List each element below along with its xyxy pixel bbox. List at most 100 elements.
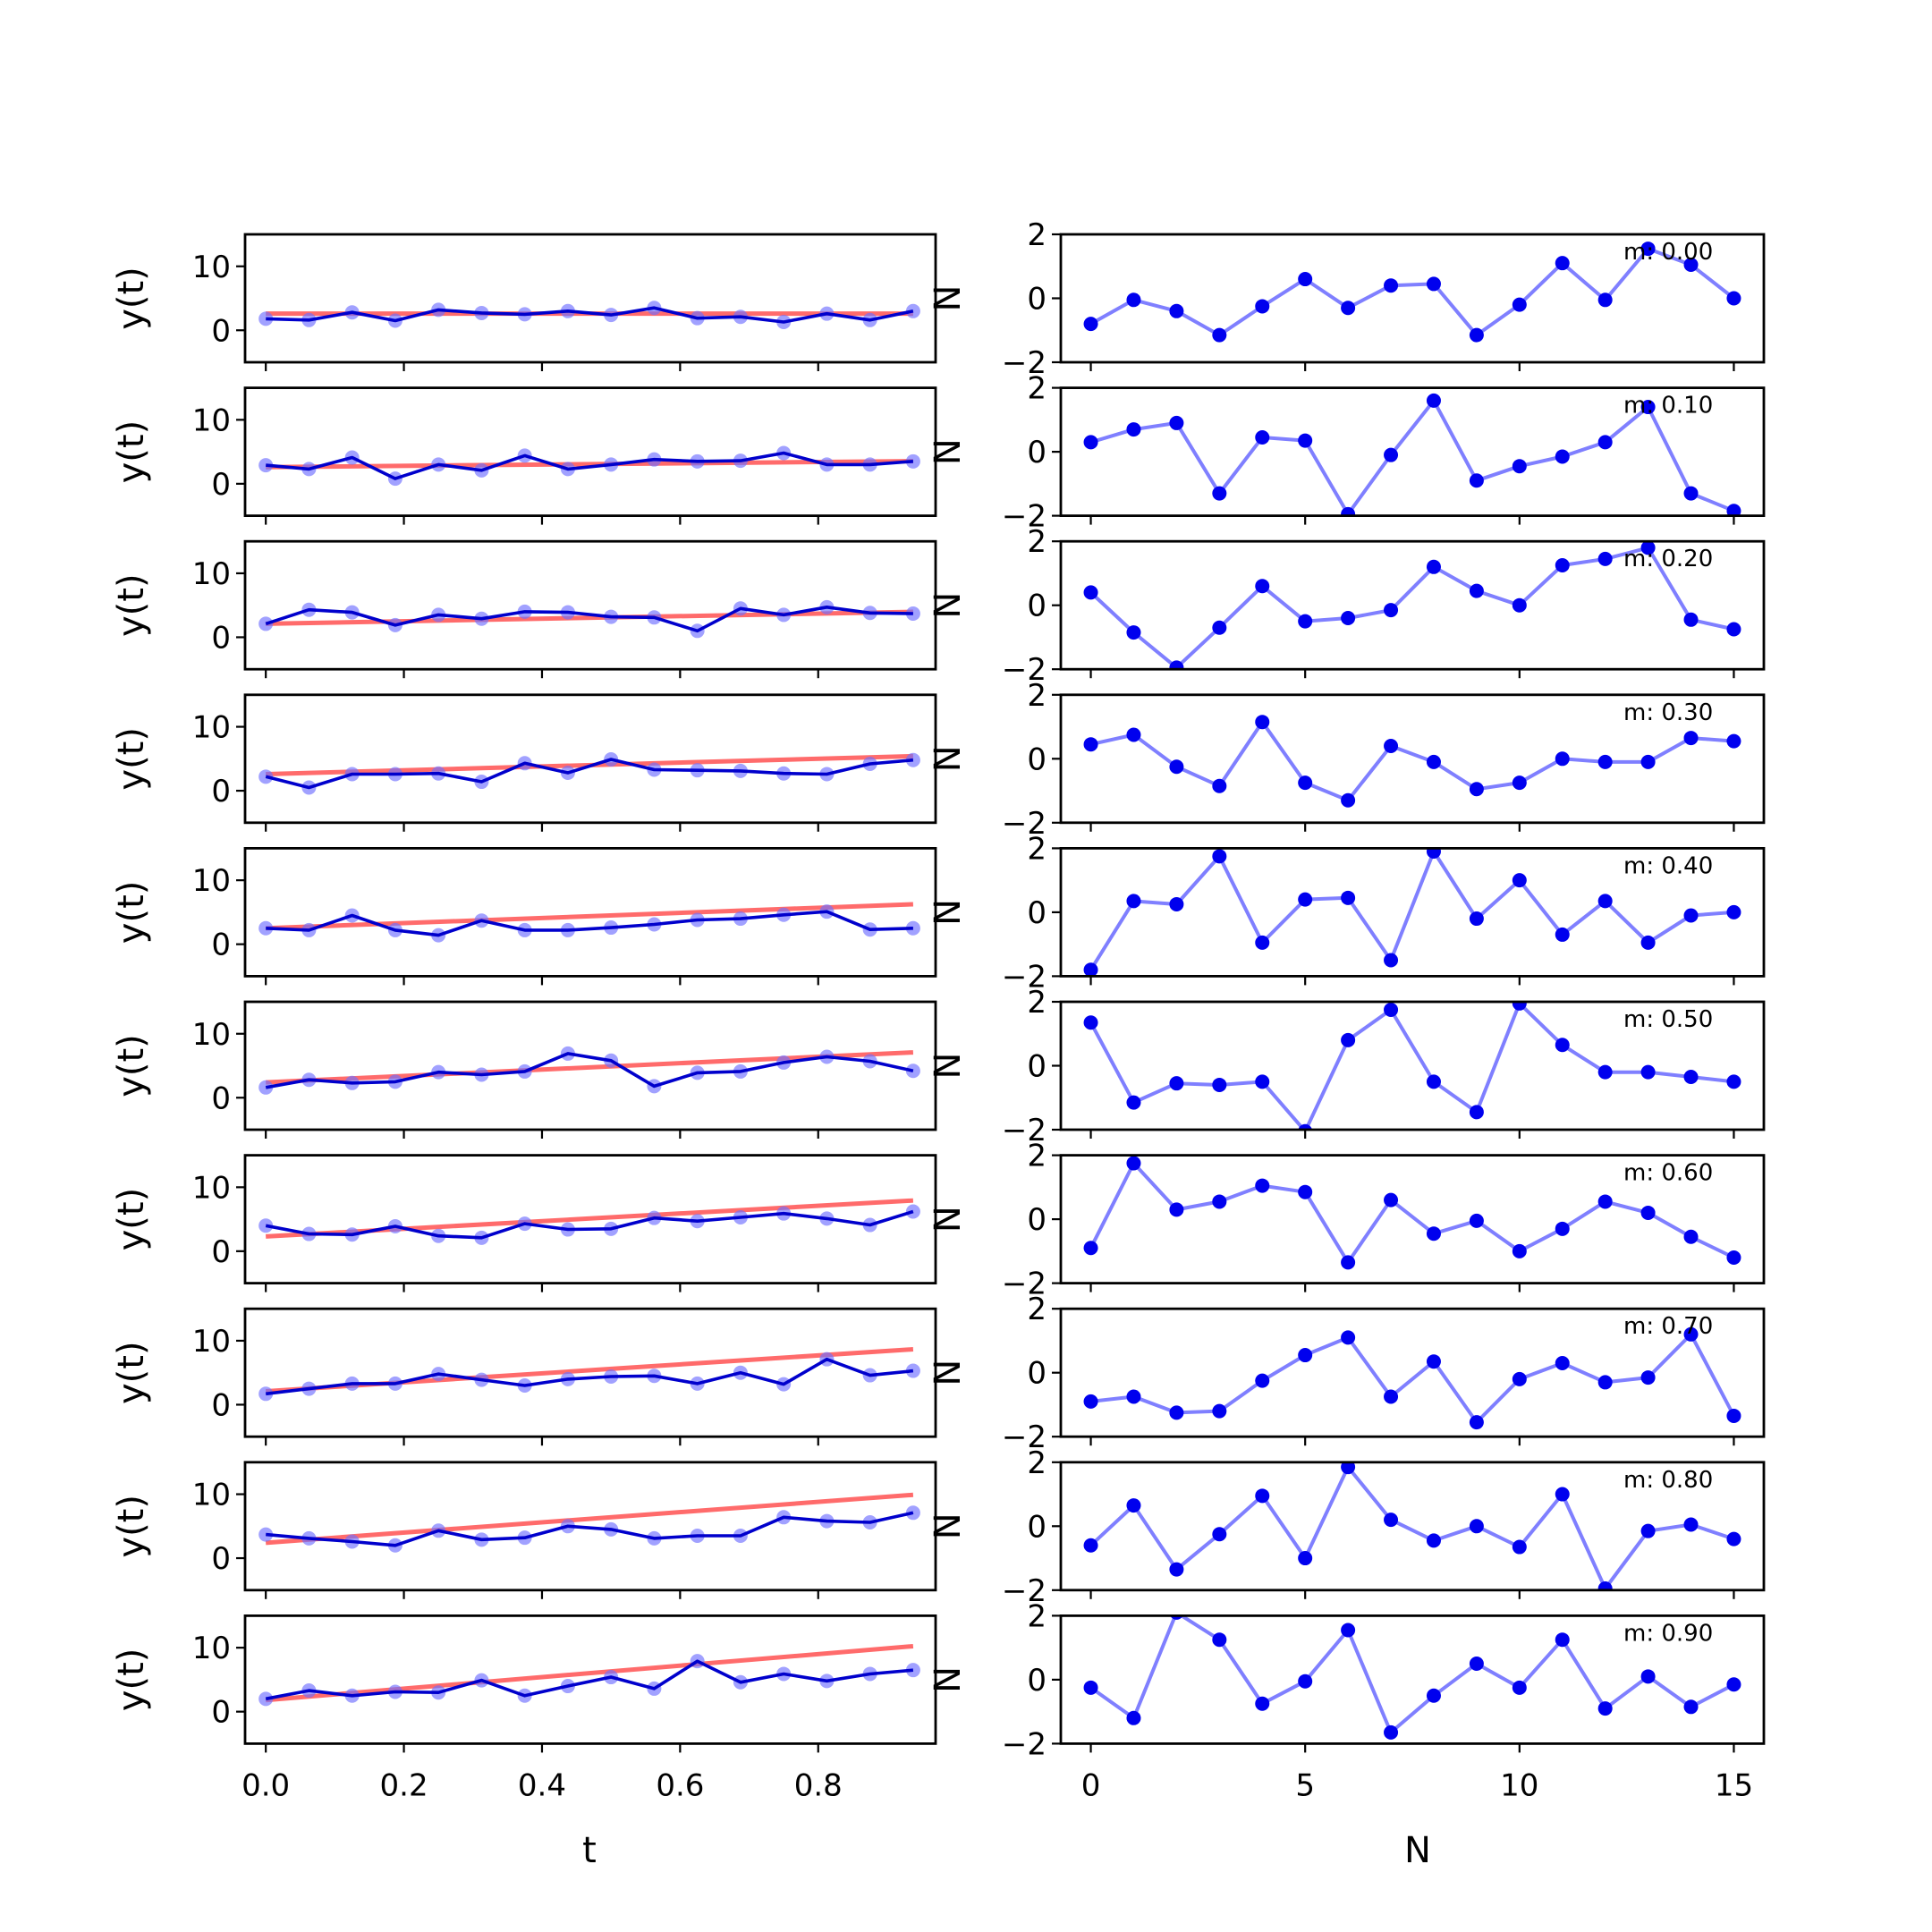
noise-point-7-1 [1126, 1389, 1141, 1404]
noise-point-0-6 [1341, 301, 1356, 316]
left-ytick-label-4-1: 10 [192, 863, 231, 899]
left-ytick-label-2-1: 10 [192, 556, 231, 592]
noise-point-0-5 [1298, 272, 1313, 287]
noise-point-9-0 [1083, 1680, 1098, 1695]
noise-point-9-4 [1255, 1696, 1270, 1711]
noise-line-7 [1090, 1332, 1736, 1425]
side-glyph-9: N [928, 1666, 969, 1693]
slope-annotation-0: m: 0.00 [1623, 239, 1713, 266]
row-7: 0 10 y(t) N 2 0 −2 m: 0.70 [111, 1292, 1766, 1455]
right-panel-8: 2 0 −2 m: 0.80 [1002, 1445, 1766, 1609]
data-line-8 [266, 1511, 914, 1547]
noise-point-0-8 [1426, 276, 1441, 292]
noise-point-1-0 [1083, 435, 1098, 450]
noise-point-3-13 [1640, 754, 1656, 769]
noise-point-0-1 [1126, 292, 1141, 308]
noise-point-7-9 [1469, 1415, 1484, 1430]
right-plot-area-2 [1083, 541, 1741, 670]
noise-point-4-2 [1169, 896, 1184, 911]
noise-point-3-0 [1083, 737, 1098, 752]
right-xtick-label-3: 15 [1715, 1767, 1753, 1803]
side-glyph-7: N [928, 1360, 969, 1386]
noise-point-9-5 [1298, 1674, 1313, 1689]
noise-point-8-15 [1726, 1531, 1741, 1546]
data-point-6-0 [258, 1218, 274, 1233]
noise-point-8-9 [1469, 1519, 1484, 1534]
noise-point-6-5 [1298, 1184, 1313, 1199]
side-glyph-1: N [928, 438, 969, 465]
right-ytick-label-3-2: −2 [1002, 806, 1046, 842]
fit-line-1 [266, 459, 913, 470]
data-point-5-15 [905, 1063, 920, 1079]
data-point-4-15 [905, 920, 920, 936]
noise-point-7-11 [1555, 1355, 1570, 1370]
data-point-1-0 [258, 458, 274, 473]
right-frame-7 [1059, 1307, 1766, 1438]
noise-point-1-13 [1640, 400, 1656, 415]
noise-line-4 [1089, 850, 1734, 971]
noise-point-9-6 [1341, 1623, 1356, 1638]
data-line-2 [265, 605, 913, 633]
noise-point-5-1 [1126, 1095, 1141, 1110]
right-plot-area-7 [1083, 1326, 1741, 1430]
noise-point-2-0 [1083, 585, 1098, 600]
noise-point-2-11 [1555, 558, 1570, 573]
noise-point-8-12 [1597, 1581, 1613, 1590]
right-ytick-label-5-0: 2 [1027, 985, 1046, 1021]
left-frame-9 [243, 1614, 937, 1745]
right-frame-0 [1059, 233, 1766, 364]
noise-point-7-5 [1298, 1348, 1313, 1363]
slope-annotation-3: m: 0.30 [1623, 699, 1713, 726]
noise-point-1-6 [1341, 506, 1356, 516]
noise-point-8-7 [1384, 1513, 1399, 1528]
noise-point-2-3 [1212, 620, 1227, 635]
right-ytick-label-9-2: −2 [1002, 1726, 1046, 1762]
right-frame-8 [1059, 1461, 1766, 1592]
right-ytick-label-4-0: 2 [1027, 831, 1046, 867]
right-frame-9 [1059, 1614, 1766, 1745]
row-4: 0 10 y(t) N 2 0 −2 m: 0.40 [111, 831, 1766, 995]
noise-point-7-4 [1255, 1373, 1270, 1388]
right-x-axis-label: N [1404, 1830, 1431, 1871]
right-ytick-label-4-1: 0 [1027, 895, 1046, 931]
slope-annotation-5: m: 0.50 [1623, 1006, 1713, 1033]
right-plot-area-8 [1083, 1462, 1741, 1590]
right-panel-2: 2 0 −2 m: 0.20 [1002, 524, 1766, 688]
left-panel-1: 0 10 y(t) N [111, 386, 969, 525]
slope-annotation-9: m: 0.90 [1623, 1620, 1713, 1647]
data-point-7-0 [258, 1386, 274, 1402]
side-glyph-5: N [928, 1053, 969, 1080]
noise-point-8-0 [1083, 1538, 1098, 1553]
right-ytick-label-1-0: 2 [1027, 371, 1046, 407]
side-glyph-8: N [928, 1513, 969, 1539]
noise-point-1-8 [1426, 393, 1441, 408]
noise-point-0-9 [1469, 327, 1484, 343]
noise-point-3-2 [1169, 759, 1184, 775]
right-plot-area-5 [1083, 1002, 1741, 1130]
data-point-3-15 [905, 752, 920, 767]
noise-point-4-5 [1298, 892, 1313, 907]
data-point-9-15 [905, 1663, 920, 1678]
left-frame-7 [243, 1307, 937, 1438]
left-xtick-label-2: 0.4 [518, 1767, 566, 1803]
noise-point-9-14 [1683, 1699, 1699, 1715]
noise-point-9-3 [1212, 1632, 1227, 1648]
right-panel-0: 2 0 −2 m: 0.00 [1002, 217, 1766, 381]
right-plot-area-6 [1083, 1156, 1741, 1270]
right-ytick-label-8-0: 2 [1027, 1445, 1046, 1481]
noise-point-7-0 [1083, 1394, 1098, 1409]
left-panel-8: 0 10 y(t) N [111, 1461, 969, 1599]
left-ytick-label-6-1: 10 [192, 1170, 231, 1206]
noise-point-4-3 [1212, 849, 1227, 864]
noise-line-6 [1089, 1161, 1735, 1265]
noise-point-9-10 [1512, 1680, 1527, 1695]
noise-point-6-3 [1212, 1194, 1227, 1209]
noise-point-6-12 [1597, 1194, 1613, 1209]
noise-point-9-13 [1640, 1669, 1656, 1684]
noise-point-4-9 [1469, 911, 1484, 927]
noise-point-5-3 [1212, 1077, 1227, 1092]
right-ytick-label-7-0: 2 [1027, 1292, 1046, 1327]
noise-point-4-1 [1126, 894, 1141, 909]
noise-point-7-6 [1341, 1330, 1356, 1345]
